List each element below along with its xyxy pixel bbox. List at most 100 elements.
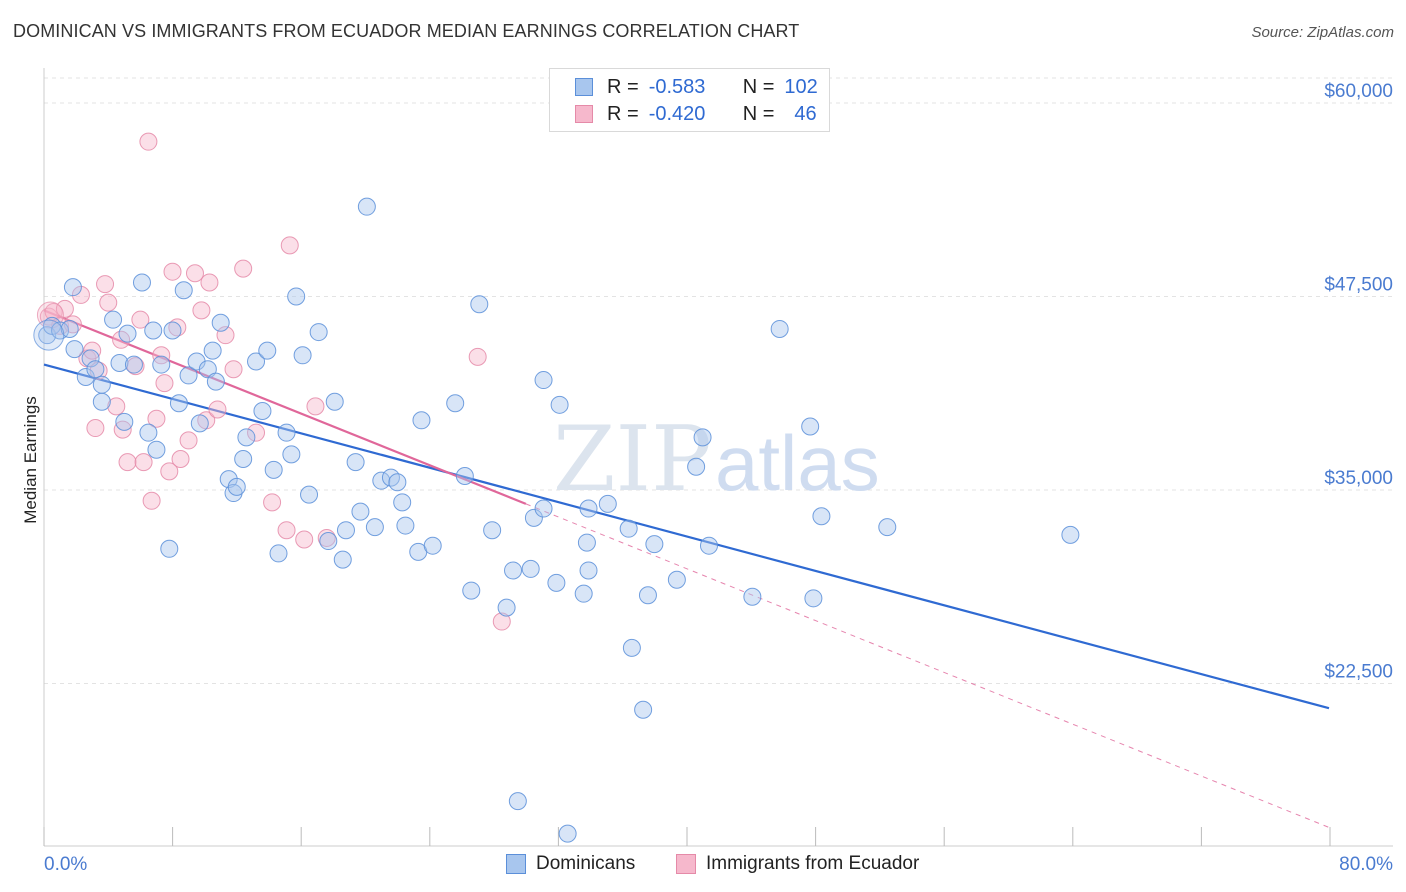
dominican-point <box>33 319 65 351</box>
dominican-point <box>132 273 151 292</box>
legend-n-value: 46 <box>794 102 817 125</box>
dominican-point <box>558 824 577 843</box>
y-tick-labels: $60,000 $47,500 $35,000 $22,500 <box>1324 81 1393 683</box>
dominican-point <box>163 321 182 340</box>
dominican-point <box>333 550 352 569</box>
dominican-point <box>423 536 442 555</box>
dominican-point <box>351 502 370 521</box>
dominican-point <box>483 521 502 540</box>
dominican-point <box>878 518 897 537</box>
dominican-point <box>393 493 412 512</box>
ecuador-point <box>113 420 132 439</box>
dominican-point <box>365 518 384 537</box>
legend-swatch-ecuador <box>575 105 593 123</box>
y-tick-label-0: $60,000 <box>1324 81 1393 102</box>
dominican-point <box>190 414 209 433</box>
dominican-point <box>203 341 222 360</box>
ecuador-point <box>280 236 299 255</box>
trend-lines <box>43 309 1330 828</box>
dominican-point <box>687 457 706 476</box>
dominican-point <box>504 561 523 580</box>
ecuador-point <box>152 346 171 365</box>
dominican-point <box>638 586 657 605</box>
ecuador-point <box>168 318 187 337</box>
ecuador-point <box>163 262 182 281</box>
bottom-legend-swatch-dominicans <box>506 854 526 874</box>
dominican-point <box>619 519 638 538</box>
dominican-point <box>227 477 246 496</box>
dominican-point <box>508 792 527 811</box>
ecuador-point <box>134 453 153 472</box>
dominican-point <box>524 508 543 527</box>
ecuador-point <box>192 301 211 320</box>
ecuador-point <box>263 493 282 512</box>
dominican-point <box>234 450 253 468</box>
dominican-point <box>86 360 105 379</box>
dominican-point <box>293 346 312 365</box>
dominican-point <box>521 559 540 578</box>
ecuador-point <box>55 299 74 318</box>
dominican-point <box>1061 525 1080 544</box>
ecuador-point <box>224 360 243 379</box>
legend-n-label: N = <box>742 75 775 98</box>
ecuador-point <box>468 347 487 366</box>
ecuador-point <box>208 400 227 419</box>
dominican-points <box>33 197 1080 843</box>
dominican-point <box>65 340 84 359</box>
dominican-point <box>81 349 100 368</box>
ecuador-point <box>142 491 161 510</box>
dominican-point <box>372 471 391 490</box>
dominican-point <box>534 371 553 390</box>
ecuador-point <box>131 310 150 329</box>
dominican-point <box>76 367 95 386</box>
ecuador-trend-extension <box>525 503 1330 828</box>
dominican-point <box>264 460 283 479</box>
ecuador-point <box>247 423 266 442</box>
source-label: Source: ZipAtlas.com <box>1251 24 1394 41</box>
y-axis-title: Median Earnings <box>21 396 40 524</box>
legend-row-dominicans: R = -0.583 N = 102 <box>575 75 818 99</box>
dominican-point <box>92 375 111 394</box>
ecuador-point <box>185 264 204 283</box>
watermark-atlas: atlas <box>715 419 880 507</box>
dominican-point <box>550 395 569 414</box>
ecuador-point <box>86 419 105 438</box>
dominican-point <box>446 394 465 413</box>
ecuador-point <box>234 259 253 278</box>
dominican-trend-line <box>43 363 1330 710</box>
legend-r-value: -0.420 <box>648 102 706 125</box>
dominican-point <box>63 278 82 297</box>
dominican-point <box>152 355 171 374</box>
dominican-point <box>357 197 376 216</box>
dominican-point <box>577 533 596 552</box>
dominican-point <box>412 411 431 430</box>
ecuador-point <box>107 397 126 416</box>
dominican-point <box>346 453 365 472</box>
ecuador-point <box>317 528 336 547</box>
bottom-legend-dominicans: Dominicans <box>506 852 635 876</box>
bottom-legend-label-dominicans: Dominicans <box>536 853 636 874</box>
dominican-point <box>470 295 489 314</box>
ecuador-point <box>277 521 296 540</box>
legend-n-value: 102 <box>784 75 818 98</box>
ecuador-point <box>492 612 511 631</box>
y-tick-label-3: $22,500 <box>1324 661 1393 682</box>
bottom-legend-label-ecuador: Immigrants from Ecuador <box>706 853 920 874</box>
dominican-point <box>309 323 328 342</box>
legend-row-ecuador: R = -0.420 N = 46 <box>575 102 817 126</box>
dominican-point <box>139 423 158 442</box>
legend-r-label: R = <box>607 75 639 98</box>
ecuador-point <box>139 132 158 151</box>
watermark-zip: ZIP <box>553 407 712 512</box>
legend-r-label: R = <box>607 102 639 125</box>
dominican-point <box>579 499 598 518</box>
dominican-point <box>462 581 481 600</box>
dominican-point <box>118 324 137 343</box>
dominican-point <box>277 423 296 442</box>
ecuador-point <box>155 374 174 393</box>
dominican-point <box>144 321 163 340</box>
x-tick-label-max: 80.0% <box>1339 854 1393 875</box>
dominican-point <box>104 310 123 329</box>
chart-title: DOMINICAN VS IMMIGRANTS FROM ECUADOR MED… <box>13 21 800 41</box>
dominican-point <box>206 372 225 391</box>
